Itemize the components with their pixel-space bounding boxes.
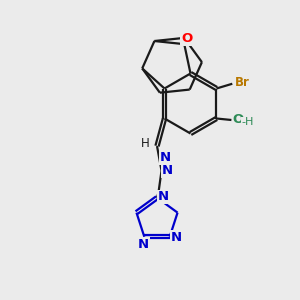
Text: N: N	[160, 151, 171, 164]
Text: N: N	[162, 164, 173, 178]
Text: O: O	[181, 32, 192, 45]
Text: O: O	[232, 113, 244, 127]
Text: Br: Br	[234, 76, 249, 89]
Text: N: N	[171, 231, 182, 244]
Text: N: N	[158, 190, 169, 203]
Text: H: H	[141, 137, 150, 150]
Text: N: N	[138, 238, 149, 251]
Text: -H: -H	[242, 117, 254, 128]
